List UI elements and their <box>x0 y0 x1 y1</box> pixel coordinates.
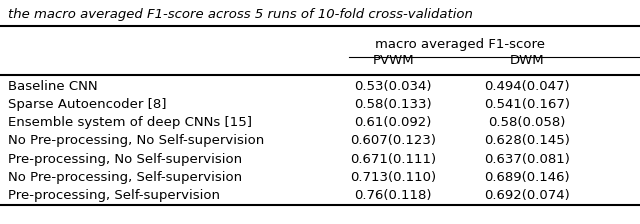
Text: the macro averaged F1-score across 5 runs of 10-fold cross-validation: the macro averaged F1-score across 5 run… <box>8 8 472 21</box>
Text: 0.61(0.092): 0.61(0.092) <box>355 116 432 129</box>
Text: 0.689(0.146): 0.689(0.146) <box>484 171 570 184</box>
Text: No Pre-processing, Self-supervision: No Pre-processing, Self-supervision <box>8 171 242 184</box>
Text: Pre-processing, Self-supervision: Pre-processing, Self-supervision <box>8 189 220 202</box>
Text: 0.637(0.081): 0.637(0.081) <box>484 153 570 166</box>
Text: 0.671(0.111): 0.671(0.111) <box>350 153 436 166</box>
Text: 0.53(0.034): 0.53(0.034) <box>355 80 432 93</box>
Text: 0.713(0.110): 0.713(0.110) <box>350 171 436 184</box>
Text: macro averaged F1-score: macro averaged F1-score <box>375 38 545 51</box>
Text: 0.628(0.145): 0.628(0.145) <box>484 134 570 147</box>
Text: PVWM: PVWM <box>372 54 414 67</box>
Text: 0.58(0.058): 0.58(0.058) <box>488 116 566 129</box>
Text: 0.541(0.167): 0.541(0.167) <box>484 98 570 111</box>
Text: Baseline CNN: Baseline CNN <box>8 80 97 93</box>
Text: 0.494(0.047): 0.494(0.047) <box>484 80 570 93</box>
Text: 0.58(0.133): 0.58(0.133) <box>355 98 432 111</box>
Text: DWM: DWM <box>510 54 545 67</box>
Text: 0.692(0.074): 0.692(0.074) <box>484 189 570 202</box>
Text: No Pre-processing, No Self-supervision: No Pre-processing, No Self-supervision <box>8 134 264 147</box>
Text: 0.76(0.118): 0.76(0.118) <box>355 189 432 202</box>
Text: Ensemble system of deep CNNs [15]: Ensemble system of deep CNNs [15] <box>8 116 252 129</box>
Text: Sparse Autoencoder [8]: Sparse Autoencoder [8] <box>8 98 166 111</box>
Text: Pre-processing, No Self-supervision: Pre-processing, No Self-supervision <box>8 153 242 166</box>
Text: 0.607(0.123): 0.607(0.123) <box>350 134 436 147</box>
